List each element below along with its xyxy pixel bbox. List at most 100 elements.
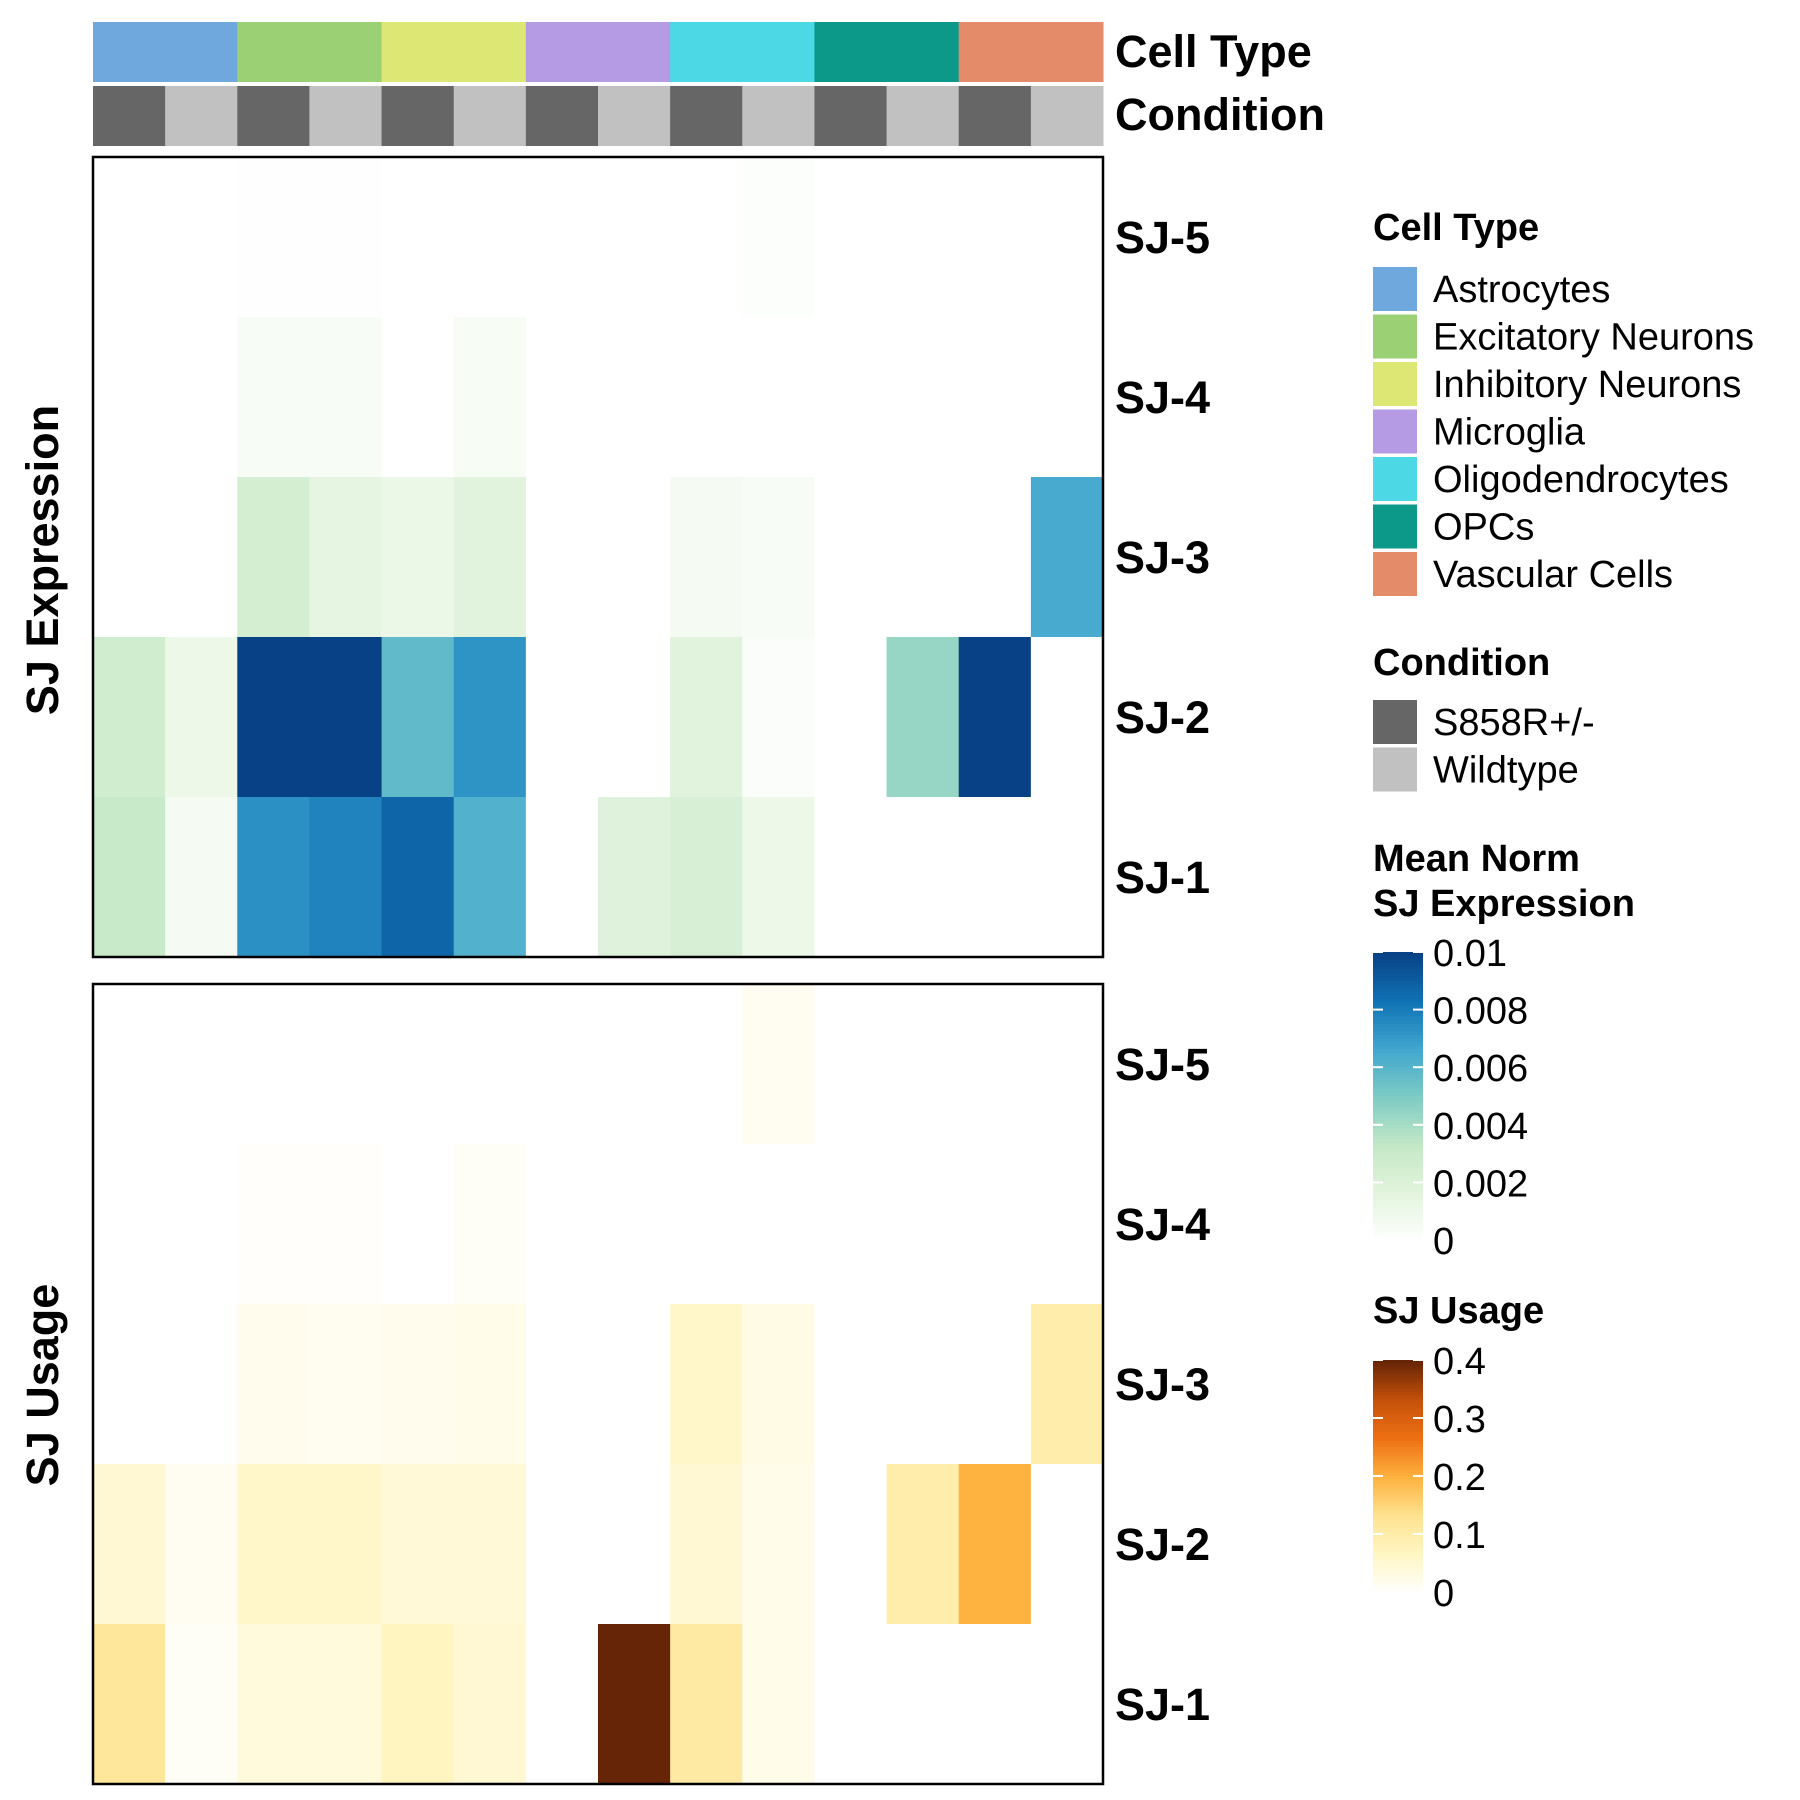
- condition-annotation-cell: [93, 86, 166, 146]
- legend-usage-gradient-step: [1373, 1420, 1423, 1425]
- legend-expression-gradient-step: [1373, 1009, 1423, 1014]
- heatmap-cell: [1030, 1144, 1104, 1305]
- row-label: SJ-1: [1115, 852, 1210, 903]
- heatmap-cell: [1030, 157, 1104, 318]
- heatmap-cell: [525, 1144, 599, 1305]
- legend-usage-gradient-step: [1373, 1493, 1423, 1497]
- legend-expression-gradient-step: [1373, 1096, 1423, 1101]
- heatmap-cell: [958, 797, 1032, 958]
- heatmap-cell: [165, 477, 238, 638]
- legend-expression-gradient-step: [1373, 1074, 1423, 1079]
- heatmap-cell: [309, 477, 383, 638]
- legend-usage-gradient-step: [1373, 1510, 1423, 1515]
- legend-cell-type-label: Excitatory Neurons: [1433, 317, 1754, 359]
- legend-expression-gradient-step: [1373, 1042, 1423, 1047]
- heatmap-cell: [525, 1624, 599, 1785]
- legend-expression-gradient-step: [1373, 1207, 1423, 1212]
- legend-expression-gradient-step: [1373, 1193, 1423, 1198]
- legend-usage-gradient-step: [1373, 1406, 1423, 1410]
- legend-usage-gradient-step: [1373, 1429, 1423, 1434]
- legend-expression-gradient-step: [1373, 962, 1423, 967]
- heatmap-cell: [598, 1464, 671, 1625]
- legend-usage-gradient-step: [1373, 1473, 1423, 1477]
- legend-expression-gradient-step: [1373, 1070, 1423, 1075]
- legend-expression-gradient-step: [1373, 1153, 1423, 1158]
- condition-annotation-cell: [670, 86, 743, 146]
- legend-usage-gradient-step: [1373, 1365, 1423, 1370]
- condition-annotation-cell: [453, 86, 527, 146]
- heatmap-cell: [742, 797, 815, 958]
- heatmap-cell: [453, 1144, 527, 1305]
- legend-expression-gradient-step: [1373, 1038, 1423, 1043]
- legend-cell-type-swatch: [1373, 457, 1417, 501]
- legend-usage-gradient-step: [1373, 1397, 1423, 1402]
- heatmap-cell: [453, 317, 527, 478]
- legend-cell-type-label: Astrocytes: [1433, 269, 1610, 311]
- legend-expression-gradient-step: [1373, 1013, 1423, 1018]
- heatmap-cell: [670, 1144, 743, 1305]
- heatmap-cell: [886, 1304, 960, 1465]
- heatmap-cell: [453, 984, 527, 1145]
- legend-usage-gradient-step: [1373, 1455, 1423, 1460]
- panel-title-usage: SJ Usage: [17, 1284, 68, 1487]
- heatmap-cell: [381, 1624, 455, 1785]
- legend-usage-gradient-step: [1373, 1403, 1423, 1407]
- heatmap-cell: [598, 1304, 671, 1465]
- row-label: SJ-2: [1115, 692, 1210, 743]
- heatmap-cell: [958, 1624, 1032, 1785]
- legend-cell-type-swatch: [1373, 314, 1417, 359]
- legend-usage-gradient-step: [1373, 1507, 1423, 1512]
- condition-annotation-cell: [958, 86, 1032, 146]
- legend-usage-gradient-step: [1373, 1519, 1423, 1523]
- heatmap-cell: [814, 1464, 888, 1625]
- legend-expression-gradient-step: [1373, 1056, 1423, 1061]
- legend-expression-gradient-step: [1373, 970, 1423, 975]
- heatmap-cell: [381, 1144, 455, 1305]
- heatmap-cell: [598, 797, 671, 958]
- heatmap-cell: [1030, 317, 1104, 478]
- heatmap-cell: [93, 637, 166, 798]
- legend-usage-gradient-step: [1373, 1368, 1423, 1373]
- heatmap-cell: [525, 637, 599, 798]
- legend-expression-gradient-step: [1373, 1132, 1423, 1137]
- heatmap-cell: [453, 637, 527, 798]
- legend-expression-gradient-step: [1373, 1024, 1423, 1029]
- legend-expression-gradient-step: [1373, 1222, 1423, 1227]
- legend-expression-gradient-step: [1373, 1146, 1423, 1151]
- legend-usage-gradient-step: [1373, 1362, 1423, 1367]
- heatmap-cell: [453, 797, 527, 958]
- legend-expression-gradient-step: [1373, 1150, 1423, 1155]
- heatmap-cell: [237, 477, 310, 638]
- legend-expression-tick-label: 0.008: [1433, 991, 1528, 1033]
- legend-usage-gradient-step: [1373, 1458, 1423, 1463]
- legend-expression-gradient-step: [1373, 1175, 1423, 1180]
- legend-usage-gradient-step: [1373, 1418, 1423, 1422]
- legend-usage-gradient-step: [1373, 1516, 1423, 1521]
- heatmap-cell: [670, 1304, 743, 1465]
- legend-expression-gradient-step: [1373, 1088, 1423, 1093]
- legend-expression-gradient-step: [1373, 1103, 1423, 1108]
- heatmap-cell: [958, 157, 1032, 318]
- column-annotations: [93, 22, 1104, 146]
- heatmap-cell: [525, 317, 599, 478]
- heatmap-cell: [958, 477, 1032, 638]
- heatmap-cell: [453, 1464, 527, 1625]
- heatmap-cell: [886, 984, 960, 1145]
- legend-usage-gradient-step: [1373, 1371, 1423, 1376]
- legend-condition-label: Wildtype: [1433, 750, 1579, 792]
- heatmap-cell: [814, 1624, 888, 1785]
- heatmap-cell: [958, 637, 1032, 798]
- legend-usage-tick-label: 0.3: [1433, 1399, 1486, 1441]
- heatmap-cell: [814, 157, 888, 318]
- legend-cell-type-swatch: [1373, 504, 1417, 549]
- heatmap-cell: [1030, 637, 1104, 798]
- heatmap-cell: [598, 317, 671, 478]
- heatmap-cell: [309, 984, 383, 1145]
- heatmap-cell: [742, 317, 815, 478]
- annotation-label-condition: Condition: [1115, 89, 1325, 140]
- legend-expression-gradient-step: [1373, 980, 1423, 985]
- legend-usage-tick-label: 0.2: [1433, 1457, 1486, 1499]
- legend-expression-gradient-step: [1373, 991, 1423, 996]
- heatmap-cell: [598, 984, 671, 1145]
